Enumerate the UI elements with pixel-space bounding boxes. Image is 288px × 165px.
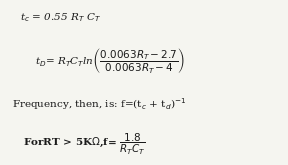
Text: ForRT > 5K$\Omega$,f= $\dfrac{1.8}{R_{T}C_{T}}$: ForRT > 5K$\Omega$,f= $\dfrac{1.8}{R_{T}… — [23, 132, 146, 157]
Text: t$_{c}$ = 0.55 R$_{T}$ C$_{T}$: t$_{c}$ = 0.55 R$_{T}$ C$_{T}$ — [20, 12, 101, 24]
Text: t$_{D}$= R$_{T}$C$_{T}$ln$\left(\dfrac{0.0063R_{T}-2.7}{0.0063R_{T}-4}\right)$: t$_{D}$= R$_{T}$C$_{T}$ln$\left(\dfrac{0… — [35, 46, 185, 75]
Text: Frequency, then, is: f=(t$_{c}$ + t$_{d}$)$^{-1}$: Frequency, then, is: f=(t$_{c}$ + t$_{d}… — [12, 96, 186, 112]
